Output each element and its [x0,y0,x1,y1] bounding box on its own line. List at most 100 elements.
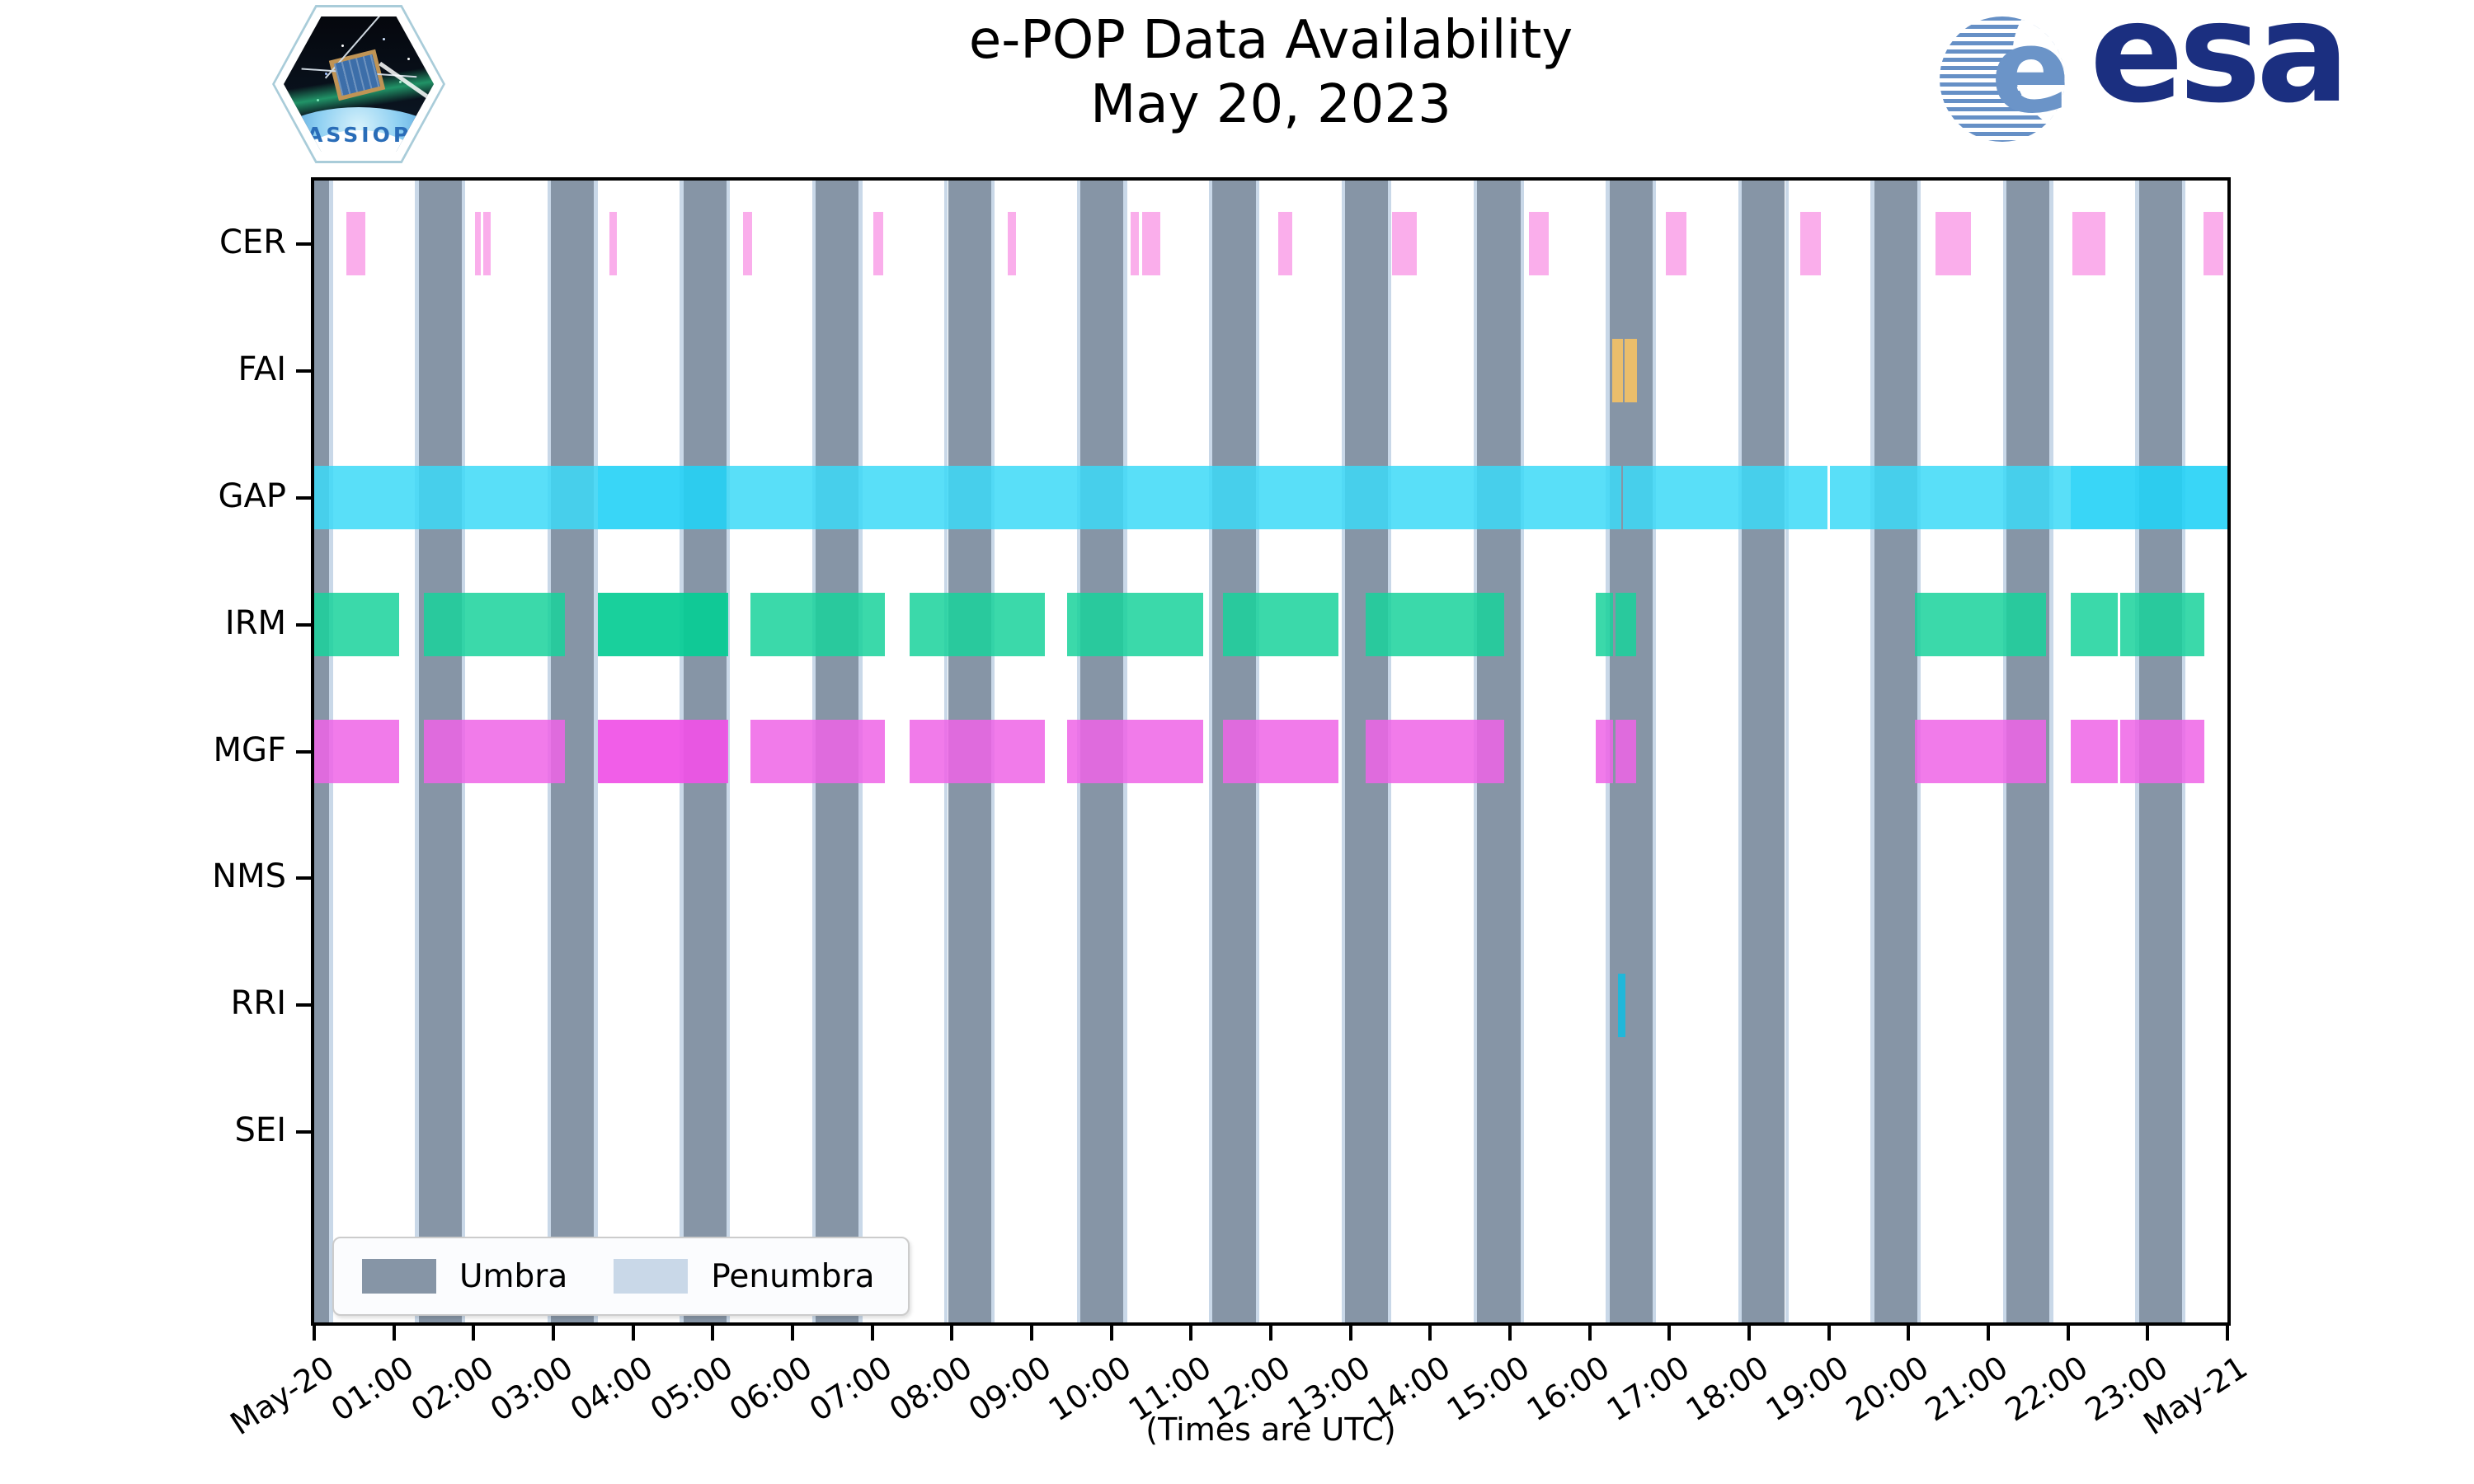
penumbra-strip [594,181,598,1322]
esa-logo: e esa [1940,0,2349,156]
mgf-availability-bar [598,720,728,783]
mgf-availability-bar [1915,720,2046,783]
x-tick [2066,1326,2070,1341]
cer-availability-bar [872,212,884,276]
x-tick [791,1326,794,1341]
cer-availability-bar [1935,212,1971,276]
penumbra-swatch [614,1259,689,1294]
irm-availability-bar [1066,593,1203,657]
x-tick [1827,1326,1831,1341]
penumbra-strip [2049,181,2053,1322]
mgf-availability-bar [314,720,400,783]
legend-item-umbra: Umbra [362,1258,567,1295]
cer-availability-bar [1529,212,1550,276]
x-tick [1747,1326,1751,1341]
legend-item-penumbra: Penumbra [614,1258,874,1295]
x-tick [1587,1326,1592,1341]
x-tick [472,1326,476,1341]
fai-availability-bar [1625,339,1637,403]
umbra-bar [1742,181,1785,1322]
mgf-availability-bar [1066,720,1203,783]
cassiope-mission-patch: CASSIOPE [272,5,445,163]
y-tick [296,622,311,627]
y-tick [296,242,311,246]
cer-availability-bar [1665,212,1686,276]
y-axis-label: GAP [218,477,286,515]
x-tick [313,1326,316,1341]
x-tick [1269,1326,1272,1341]
legend-box: Umbra Penumbra [332,1237,910,1316]
cer-availability-bar [2072,212,2106,276]
gap-availability-bar [726,466,1622,530]
y-tick [296,876,311,881]
y-axis-label: CER [219,223,286,262]
y-axis-label: FAI [238,350,287,388]
mgf-availability-bar [1223,720,1339,783]
esa-e-glyph: e [1991,3,2071,139]
irm-availability-bar [2119,593,2204,657]
mgf-availability-bar [424,720,566,783]
esa-wordmark: esa [2090,0,2349,134]
x-tick [711,1326,715,1341]
irm-availability-bar [598,593,728,657]
x-tick [950,1326,954,1341]
irm-availability-bar [750,593,886,657]
cer-availability-bar [482,212,491,276]
page-title: e-POP Data Availability [968,10,1573,71]
y-tick [296,1130,311,1134]
y-tick [296,749,311,754]
gap-availability-bar [1623,466,1827,530]
penumbra-strip [1520,181,1524,1322]
x-tick [1189,1326,1193,1341]
penumbra-strip [1785,181,1789,1322]
umbra-swatch [362,1259,436,1294]
penumbra-strip [1738,181,1743,1322]
cer-availability-bar [1142,212,1160,276]
x-tick [2226,1326,2229,1341]
mgf-availability-bar [910,720,1046,783]
cer-availability-bar [1008,212,1016,276]
gap-availability-bar [2070,466,2227,530]
cer-availability-bar [609,212,618,276]
mgf-availability-bar [2119,720,2204,783]
irm-availability-bar [910,593,1046,657]
cer-availability-bar [346,212,365,276]
umbra-legend-label: Umbra [459,1257,568,1295]
cer-availability-bar [1391,212,1417,276]
cer-availability-bar [2204,212,2224,276]
x-tick [1109,1326,1113,1341]
y-axis-label: SEI [234,1111,286,1150]
x-tick [631,1326,635,1341]
x-tick [2146,1326,2150,1341]
x-tick [1508,1326,1512,1341]
mgf-availability-bar [2070,720,2118,783]
mgf-availability-bar [1615,720,1636,783]
cer-availability-bar [1799,212,1821,276]
irm-availability-bar [314,593,400,657]
cer-availability-bar [1277,212,1293,276]
x-axis-caption: (Times are UTC) [1145,1411,1396,1448]
penumbra-strip [1341,181,1345,1322]
penumbra-strip [726,181,731,1322]
irm-availability-bar [1223,593,1339,657]
y-axis-label: NMS [212,857,286,896]
irm-availability-bar [2070,593,2118,657]
x-tick [392,1326,396,1341]
irm-availability-bar [1915,593,2046,657]
y-tick [296,495,311,500]
irm-availability-bar [1366,593,1505,657]
gap-availability-bar [314,466,599,530]
x-tick [1987,1326,1990,1341]
cer-availability-bar [475,212,482,276]
gap-availability-bar [598,466,727,530]
gap-availability-bar [1829,466,2071,530]
y-axis-label: IRM [224,603,286,642]
mgf-availability-bar [1366,720,1505,783]
fai-availability-bar [1611,339,1624,403]
y-tick [296,1003,311,1007]
availability-plot: Umbra Penumbra CER FAI GAP IRM MGF NMS RRI SEI M… [212,177,2254,1442]
irm-availability-bar [1615,593,1636,657]
penumbra-strip [1209,181,1213,1322]
cer-availability-bar [1130,212,1139,276]
x-tick [1428,1326,1432,1341]
